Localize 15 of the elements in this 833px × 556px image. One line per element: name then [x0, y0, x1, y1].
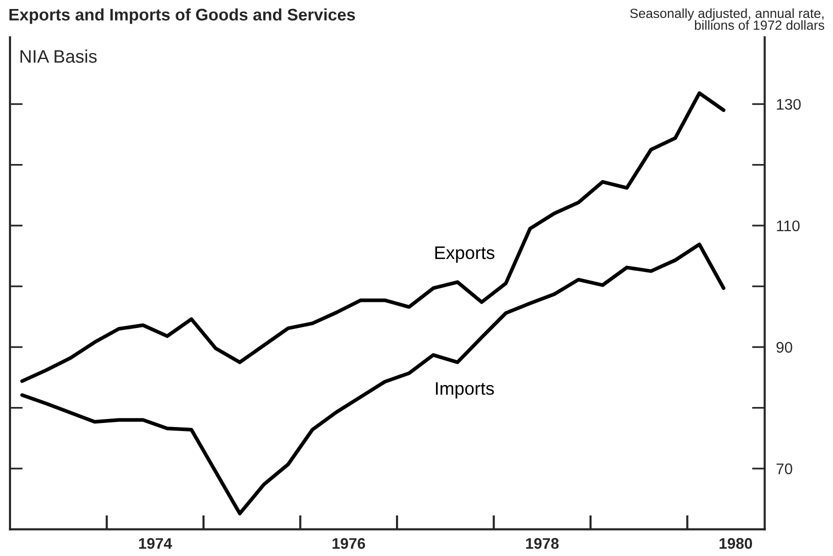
line-series: [20, 91, 726, 383]
chart-title: Exports and Imports of Goods and Services: [9, 8, 355, 24]
annotation: NIA Basis: [20, 50, 97, 63]
x-tick-label: 1974: [139, 538, 172, 549]
y-tick-label: 70: [776, 463, 792, 474]
y-tick-label: 130: [776, 98, 801, 110]
series-label: Exports: [435, 246, 494, 263]
y-axis-title: Seasonally adjusted, annual rate, billions of 1972 dollars: [630, 8, 824, 30]
x-tick-label: 1978: [526, 538, 559, 549]
line-series: [20, 242, 726, 516]
x-tick-label: 1980: [720, 538, 752, 549]
y-tick-label: 90: [776, 342, 792, 353]
series-label: Imports: [436, 382, 494, 398]
y-tick-label: 110: [776, 220, 800, 232]
x-tick-label: 1976: [332, 538, 366, 549]
